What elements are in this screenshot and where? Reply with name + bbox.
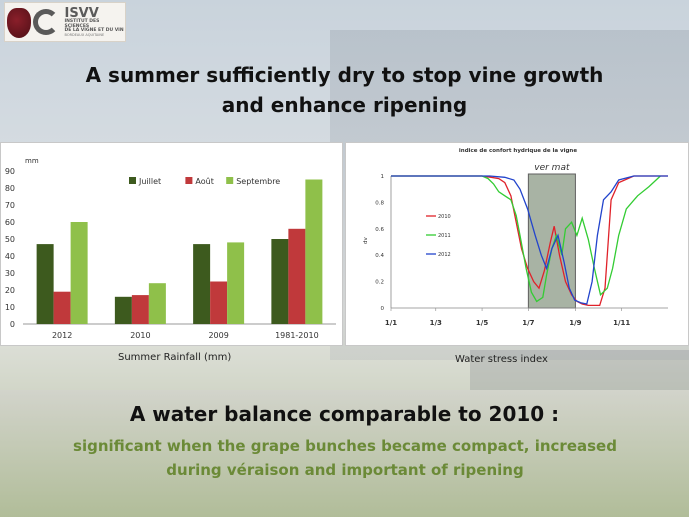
- bar-juillet-2010: [114, 296, 132, 324]
- x-tick-label: 1981-2010: [275, 331, 319, 340]
- ver-mat-annotation: ver mat: [534, 163, 570, 173]
- legend-swatch-septembre: [226, 177, 234, 184]
- y-tick-label: 0: [381, 306, 385, 312]
- legend-swatch-juillet: [129, 177, 136, 184]
- legend-label-septembre: Septembre: [236, 177, 280, 186]
- y-tick-label: 90: [5, 167, 15, 176]
- series-line-2010: [391, 175, 668, 307]
- x-tick-label: 1/3: [430, 319, 442, 327]
- y-tick-label: 1: [381, 174, 385, 180]
- y-tick-label: 0.6: [375, 227, 384, 233]
- background-ground: [0, 390, 689, 517]
- y-tick-label: 80: [5, 184, 15, 193]
- y-tick-label: 10: [5, 303, 15, 312]
- x-tick-label: 2009: [208, 331, 228, 340]
- x-tick-label: 2012: [52, 331, 72, 340]
- water-stress-line-chart: indice de confort hydrique de la vigne ve…: [363, 148, 668, 327]
- x-tick-label: 1/7: [522, 319, 534, 327]
- y-tick-label: 60: [5, 218, 15, 227]
- chart-title: indice de confort hydrique de la vigne: [459, 148, 577, 154]
- slide-title-line2: and enhance ripening: [221, 93, 468, 117]
- legend-swatch-août: [185, 177, 193, 184]
- y-tick-label: 0.2: [375, 280, 384, 286]
- legend-label-juillet: Juillet: [138, 177, 161, 186]
- y-tick-label: 0.8: [375, 200, 384, 206]
- background-building-lower: [470, 350, 689, 390]
- rainfall-caption: Summer Rainfall (mm): [118, 352, 232, 363]
- series-line-2012: [391, 175, 668, 305]
- bar-août-1981-2010: [288, 228, 306, 324]
- slide-title-line1: A summer sufficiently dry to stop vine g…: [85, 63, 604, 87]
- slide-title: A summer sufficiently dry to stop vine g…: [0, 60, 689, 120]
- x-tick-label: 1/9: [569, 319, 581, 327]
- y-tick-label: 50: [5, 235, 15, 244]
- bar-septembre-2009: [227, 242, 245, 324]
- y-tick-label: 0: [10, 320, 15, 329]
- water-stress-caption: Water stress index: [455, 354, 548, 365]
- bar-juillet-2009: [193, 244, 211, 324]
- logo-line1: INSTITUT DES SCIENCES: [64, 19, 100, 29]
- bar-septembre-2010: [148, 283, 166, 324]
- logo-line3: BORDEAUX AQUITAINE: [64, 32, 105, 37]
- y-tick-label: 0.4: [375, 253, 384, 259]
- bar-septembre-1981-2010: [305, 179, 323, 324]
- legend-label-2011: 2011: [438, 233, 451, 239]
- bar-juillet-1981-2010: [271, 239, 289, 324]
- y-tick-label: 70: [5, 201, 15, 210]
- conclusion-heading: A water balance comparable to 2010 :: [129, 402, 560, 426]
- y-tick-label: 30: [5, 269, 15, 278]
- logo-line2: DE LA VIGNE ET DU VIN: [64, 28, 124, 33]
- bar-août-2010: [131, 295, 149, 324]
- bar-août-2009: [210, 281, 228, 324]
- x-tick-label: 1/1: [385, 319, 397, 327]
- bar-septembre-2012: [70, 222, 88, 324]
- bar-août-2012: [53, 291, 71, 324]
- conclusion-body-line2: during véraison and important of ripenin…: [166, 461, 524, 479]
- conclusion-body-line1: significant when the grape bunches becam…: [73, 437, 617, 455]
- conclusion-body: significant when the grape bunches becam…: [20, 434, 670, 482]
- water-stress-chart-panel: indice de confort hydrique de la vigne ve…: [345, 142, 689, 346]
- legend-label-2010: 2010: [438, 214, 451, 220]
- x-tick-label: 2010: [130, 331, 150, 340]
- grape-icon: [7, 8, 31, 38]
- legend-label-août: Août: [195, 177, 213, 186]
- isvv-logo-mark: [5, 4, 60, 40]
- ring-icon: [33, 9, 59, 35]
- x-tick-label: 1/5: [476, 319, 488, 327]
- x-tick-label: 1/11: [613, 319, 630, 327]
- legend-label-2012: 2012: [438, 252, 451, 258]
- y-tick-label: 40: [5, 252, 15, 261]
- y-tick-label: 20: [5, 286, 15, 295]
- y-axis-unit: mm: [25, 157, 39, 165]
- isvv-logo: ISVV INSTITUT DES SCIENCES DE LA VIGNE E…: [4, 2, 126, 42]
- bar-juillet-2012: [36, 244, 54, 324]
- rainfall-bar-chart: mm 0 10 20 30 40 50 60 70 80 90 2012 2010 2009 1981-20…: [5, 157, 336, 340]
- logo-name: ISVV: [64, 6, 99, 21]
- series-line-2011: [391, 175, 661, 303]
- y-axis-label: dv: [363, 237, 369, 244]
- rainfall-chart-panel: mm 0 10 20 30 40 50 60 70 80 90 2012 2010 2009 1981-20…: [0, 142, 343, 346]
